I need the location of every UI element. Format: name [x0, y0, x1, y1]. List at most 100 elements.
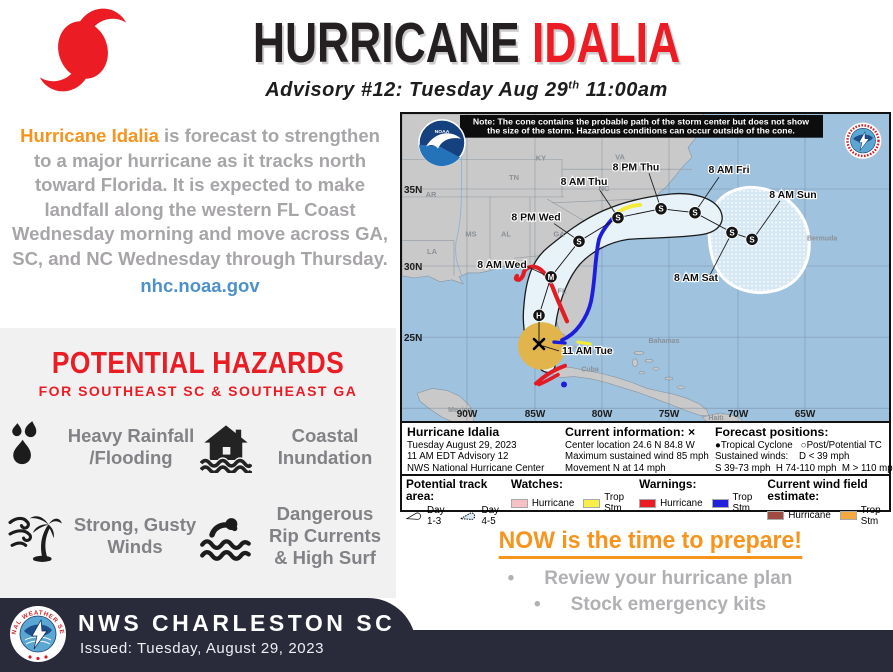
sustained-winds-key: Sustained winds: D < 39 mph	[715, 451, 850, 463]
footer-issued-date: Issued: Tuesday, August 29, 2023	[80, 640, 325, 657]
hazard-item-winds: Strong, Gusty Winds	[8, 503, 200, 570]
state-label-al: AL	[501, 229, 511, 238]
title-word-hurricane: HURRICANE	[252, 11, 520, 75]
max-wind: Maximum sustained wind 85 mph	[565, 451, 709, 463]
noaa-logo: NOAA	[418, 119, 466, 167]
prepare-item-text: Review your hurricane plan	[544, 568, 793, 589]
watches-label: Watches:	[510, 477, 563, 491]
note-line1: Note: The cone contains the probable pat…	[473, 116, 809, 126]
label-leader-lines	[523, 173, 781, 352]
prepare-item: Stock emergency kits	[420, 592, 880, 618]
lon-80w: 80W	[592, 409, 613, 420]
hurricane-watch-swatch	[510, 498, 528, 508]
hazard-label: Heavy Rainfall /Flooding	[67, 424, 195, 468]
ts-warning-swatch	[711, 498, 729, 508]
lon-65w: 65W	[795, 409, 816, 420]
state-labels: KY VA TN NC AR MS AL GA LA FL	[426, 152, 626, 295]
title-word-idalia: IDALIA	[531, 11, 681, 75]
storm-name-highlight: Hurricane Idalia	[20, 125, 159, 146]
info-storm-id: Hurricane Idalia Tuesday August 29, 2023…	[407, 425, 565, 474]
map-canvas: H M S S S S S S 11 AM Tue 8 AM Wed 8 PM …	[402, 114, 889, 421]
state-label-ga: GA	[553, 229, 565, 238]
longitude-labels: 90W 85W 80W 75W 70W 65W	[457, 409, 816, 420]
hazard-label: Dangerous Rip Currents & High Surf	[268, 503, 382, 569]
advisory-line: Advisory #12: Tuesday Aug 29th 11:00am	[40, 79, 893, 102]
bullet-icon	[508, 566, 515, 592]
place-label-bermuda: Bermuda	[807, 235, 837, 242]
hazards-title: POTENTIAL HAZARDS	[51, 345, 345, 380]
hazard-item-rainfall: Heavy Rainfall /Flooding	[8, 421, 200, 473]
state-label-nc: NC	[599, 184, 610, 193]
ts-warning-east-coast	[560, 213, 617, 342]
point-letter: S	[615, 214, 620, 223]
lon-90w: 90W	[457, 409, 478, 420]
current-position-x-marker	[532, 337, 546, 351]
place-label-cuba: Cuba	[581, 367, 599, 374]
storm-date: Tuesday August 29, 2023	[407, 439, 517, 451]
lon-70w: 70W	[728, 409, 749, 420]
florida-keys	[570, 345, 594, 354]
day45-label: Day 4-5	[481, 504, 499, 527]
forecast-point-markers: H M S S S S S S	[532, 202, 759, 322]
track-area-label: Potential track area:	[406, 477, 488, 504]
legend-wind-field: Current wind field estimate: Hurricane T…	[767, 478, 893, 527]
current-info-title: Current information:	[565, 425, 685, 439]
potential-hazards-panel: POTENTIAL HAZARDS FOR SOUTHEAST SC & SOU…	[0, 328, 396, 598]
note-line2: the size of the storm. Hazardous conditi…	[487, 126, 795, 136]
track-label-thu-pm: 8 PM Thu	[613, 162, 660, 173]
raindrops-icon	[12, 421, 37, 465]
center-location: Center location 24.6 N 84.8 W	[565, 439, 695, 451]
advisory-date: Tuesday Aug 29	[402, 79, 569, 101]
page-title: HURRICANE IDALIA	[134, 10, 799, 76]
lon-85w: 85W	[525, 409, 546, 420]
track-label-wed-am: 8 AM Wed	[477, 260, 527, 271]
bullet-icon	[534, 592, 541, 618]
hurricane-warning-cuba	[534, 363, 567, 386]
storm-agency: NWS National Hurricane Center	[407, 463, 545, 475]
yucatan-landmass	[416, 388, 475, 421]
x-marker-symbol: ×	[687, 425, 696, 439]
hurricane-warning-cuba2	[537, 372, 560, 387]
hazard-item-inundation: Coastal Inundation	[200, 421, 394, 473]
cone-day13-icon	[406, 512, 422, 521]
point-letter: S	[658, 205, 663, 214]
ts-watch-swatch	[583, 498, 601, 508]
nhc-link[interactable]: nhc.noaa.gov	[140, 274, 260, 296]
forecast-positions-title: Forecast positions:	[715, 425, 829, 439]
place-label-bahamas: Bahamas	[648, 338, 679, 345]
prepare-item-text: Stock emergency kits	[570, 594, 767, 615]
legend-warnings: Warnings: Hurricane Trop Stm	[639, 478, 767, 514]
nws-logo: NATIONAL WEATHER SERVICE	[10, 606, 66, 662]
coastal-alert-segments	[513, 202, 642, 388]
lat-25n: 25N	[404, 333, 422, 344]
storm-advisory: 11 AM EDT Advisory 12	[407, 451, 509, 463]
legend-watches: Watches: Hurricane Trop Stm	[510, 477, 639, 514]
ts-warning-label: Trop Stm	[732, 492, 753, 515]
hazard-item-rip-currents: Dangerous Rip Currents & High Surf	[200, 503, 394, 570]
state-label-fl: FL	[557, 287, 567, 296]
day13-label: Day 1-3	[427, 504, 445, 527]
state-label-ar: AR	[426, 190, 437, 199]
point-letter: H	[536, 311, 542, 320]
prepare-item: Review your hurricane plan	[420, 566, 880, 592]
state-label-ky: KY	[536, 153, 546, 162]
point-letter: M	[548, 273, 555, 282]
prepare-callout: NOW is the time to prepare! Review your …	[420, 527, 880, 618]
info-forecast-positions: Forecast positions: ●Tropical Cyclone ○P…	[715, 425, 893, 474]
hurricane-symbol-icon	[39, 8, 127, 92]
ts-watch-keys	[576, 340, 592, 346]
map-legend-strip: Potential track area: Day 1-3 Day 4-5 Wa…	[402, 474, 889, 527]
place-labels: Bahamas Cuba Mexico Bermuda Haiti	[448, 235, 837, 421]
hazards-grid: Heavy Rainfall /Flooding Coastal Inundat…	[0, 421, 396, 570]
forecast-summary: Hurricane Idalia is forecast to strength…	[10, 124, 390, 298]
lat-lon-grid	[402, 114, 889, 421]
lat-35n: 35N	[404, 185, 422, 196]
rip-current-icon	[200, 518, 251, 562]
hurricane-watch-label: Hurricane	[531, 497, 575, 509]
point-letter: S	[576, 237, 581, 246]
cyclone-symbols-key: ●Tropical Cyclone ○Post/Potential TC	[715, 439, 882, 451]
hurricane-warning-label: Hurricane	[660, 497, 703, 509]
ts-warning-cuba-spot	[561, 381, 567, 388]
nws-logo-small	[844, 122, 882, 160]
